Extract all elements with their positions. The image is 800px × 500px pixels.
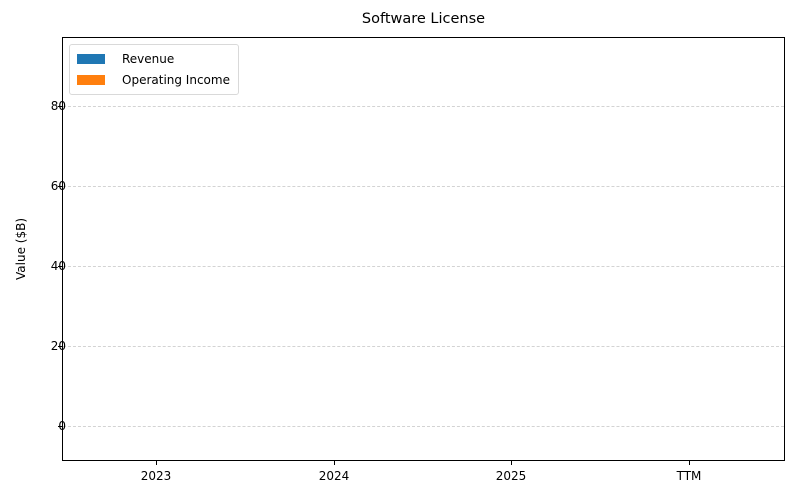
y-tick-label-0: 0 [58,419,66,433]
gridline-80 [63,106,784,107]
x-tick-2024 [334,460,335,465]
gridline-0 [63,426,784,427]
legend-item-operating-income: Operating Income [77,69,230,90]
x-tick-2023 [156,460,157,465]
gridline-40 [63,266,784,267]
x-tick-2025 [511,460,512,465]
y-tick-20 [58,346,63,347]
x-tick-label-ttm: TTM [676,469,702,483]
y-tick-40 [58,266,63,267]
x-tick-label-2023: 2023 [140,469,172,483]
y-tick-0 [58,426,63,427]
y-tick-60 [58,186,63,187]
y-tick-label-20: 20 [50,339,66,353]
y-tick-80 [58,106,63,107]
x-tick-label-2024: 2024 [318,469,350,483]
plot-area: Revenue Operating Income [58,37,785,465]
x-tick-ttm [689,460,690,465]
chart-title: Software License [361,11,486,27]
legend-label-operating-income: Operating Income [122,72,230,87]
y-tick-label-80: 80 [50,99,66,113]
gridline-60 [63,186,784,187]
y-tick-label-60: 60 [50,179,66,193]
legend: Revenue Operating Income [69,44,239,95]
legend-item-revenue: Revenue [77,48,230,69]
y-axis-label: Value ($B) [14,218,28,280]
revenue-swatch-icon [77,53,105,64]
legend-label-revenue: Revenue [122,51,175,66]
gridline-20 [63,346,784,347]
y-tick-label-40: 40 [50,259,66,273]
operating-income-swatch-icon [77,74,105,85]
x-tick-label-2025: 2025 [495,469,527,483]
